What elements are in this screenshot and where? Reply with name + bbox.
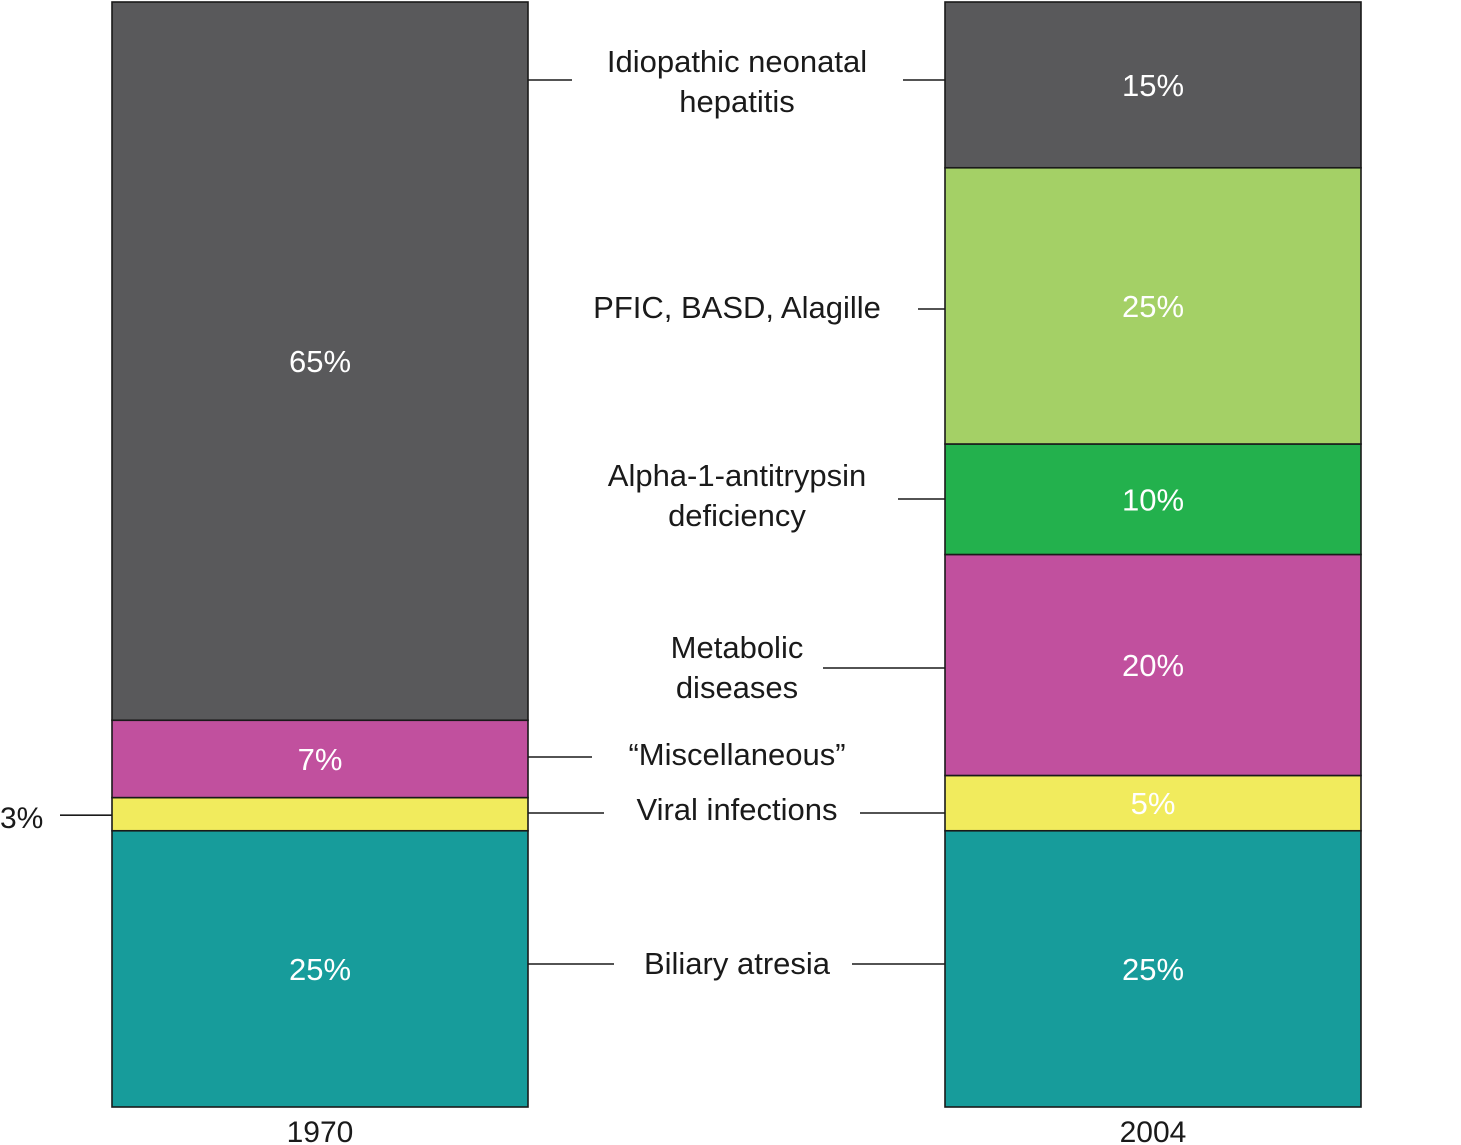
category-label-biliary-atresia: Biliary atresia	[644, 946, 831, 981]
value-label-2004-pfic-basd-alagille: 25%	[1122, 289, 1184, 324]
value-label-2004-idiopathic-neonatal-hepatitis: 15%	[1122, 68, 1184, 103]
category-label-pfic-basd-alagille: PFIC, BASD, Alagille	[593, 290, 881, 325]
value-label-2004-metabolic-diseases: 20%	[1122, 648, 1184, 683]
category-label-alpha-1-antitrypsin-deficiency-line-1: Alpha-1-antitrypsin	[608, 458, 866, 493]
category-label-idiopathic-neonatal-hepatitis-line-1: Idiopathic neonatal	[607, 44, 867, 79]
value-label-2004-biliary-atresia: 25%	[1122, 952, 1184, 987]
value-label-1970-miscellaneous: 7%	[298, 742, 343, 777]
category-label-viral-infections: Viral infections	[636, 792, 837, 827]
value-label-2004-viral-infections: 5%	[1131, 786, 1176, 821]
stacked-bar-chart: 25% 25% 5% 7% 20% 10% 25% 65% 15% 3% Idiopathic ne…	[0, 0, 1461, 1145]
value-label-1970-viral-infections: 3%	[0, 802, 43, 835]
value-label-1970-idiopathic-neonatal-hepatitis: 65%	[289, 344, 351, 379]
x-tick-label-2004: 2004	[1120, 1116, 1187, 1145]
category-label-miscellaneous: “Miscellaneous”	[628, 737, 845, 772]
category-label-idiopathic-neonatal-hepatitis-line-2: hepatitis	[679, 84, 794, 119]
category-label-metabolic-diseases-line-1: Metabolic	[671, 630, 804, 665]
x-tick-label-1970: 1970	[287, 1116, 354, 1145]
category-label-alpha-1-antitrypsin-deficiency-line-2: deficiency	[668, 498, 806, 533]
category-label-metabolic-diseases-line-2: diseases	[676, 670, 798, 705]
bar-segment-1970-viral-infections	[112, 798, 528, 831]
value-label-1970-biliary-atresia: 25%	[289, 952, 351, 987]
value-label-2004-alpha-1-antitrypsin-deficiency: 10%	[1122, 482, 1184, 517]
